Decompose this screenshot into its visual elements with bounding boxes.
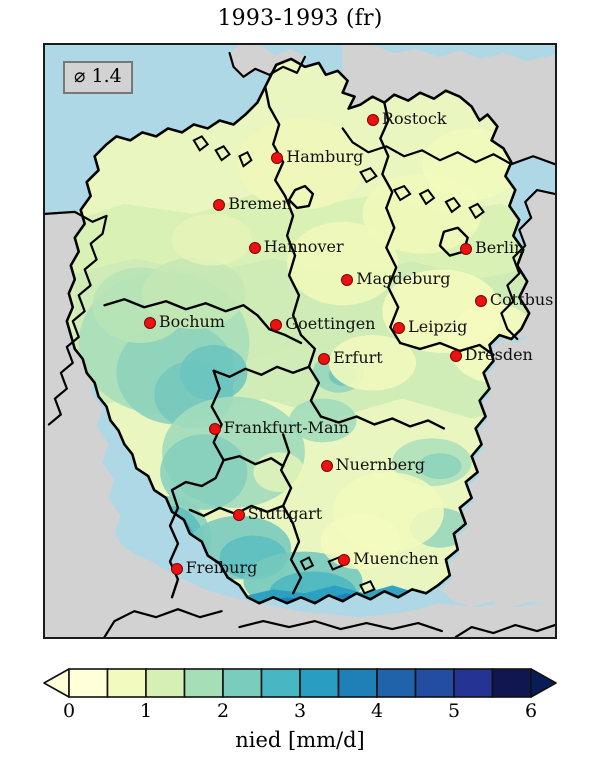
city-label: Magdeburg xyxy=(356,269,451,289)
colorbar-segment xyxy=(414,668,455,698)
colorbar-segment xyxy=(376,668,417,698)
mean-value-badge: ⌀ 1.4 xyxy=(63,61,133,94)
city-label: Hannover xyxy=(263,237,344,257)
city-label: Dresden xyxy=(464,345,533,365)
colorbar-over-arrow xyxy=(530,668,557,698)
city-dot-icon xyxy=(459,242,472,255)
colorbar-segment xyxy=(491,668,532,698)
city-dot-icon xyxy=(213,199,226,212)
colorbar-tick-label: 0 xyxy=(62,700,76,722)
colorbar-segment xyxy=(222,668,263,698)
colorbar xyxy=(43,668,557,698)
colorbar-tick-label: 2 xyxy=(216,700,230,722)
foreign-land-southeast xyxy=(439,323,555,608)
city-dot-icon xyxy=(270,318,283,331)
city-label: Cottbus xyxy=(489,289,554,309)
city-label: Stuttgart xyxy=(247,504,323,524)
city-label: Nuernberg xyxy=(335,455,425,475)
city-dot-icon xyxy=(143,317,156,330)
city-dot-icon xyxy=(366,113,379,126)
colorbar-segment xyxy=(299,668,340,698)
foreign-land-denmark xyxy=(229,45,305,77)
city-dot-icon xyxy=(449,350,462,363)
city-dot-icon xyxy=(170,563,183,576)
city-label: Freiburg xyxy=(185,558,258,578)
city-dot-icon xyxy=(341,274,354,287)
city-dot-icon xyxy=(208,423,221,436)
city-dot-icon xyxy=(318,353,331,366)
city-dot-icon xyxy=(320,460,333,473)
colorbar-segment xyxy=(68,668,109,698)
colorbar-tick-label: 4 xyxy=(370,700,384,722)
colorbar-segment xyxy=(453,668,494,698)
colorbar-tick-labels: 0 1 2 3 4 5 6 xyxy=(43,700,557,726)
city-label: Rostock xyxy=(381,108,447,128)
city-dot-icon xyxy=(271,151,284,164)
map-canvas xyxy=(45,45,555,637)
city-dot-icon xyxy=(393,321,406,334)
colorbar-axis-label: nied [mm/d] xyxy=(235,728,365,752)
city-dot-icon xyxy=(232,509,245,522)
colorbar-tick-label: 3 xyxy=(293,700,307,722)
national-border xyxy=(65,57,531,605)
city-label: Bremen xyxy=(228,194,293,214)
colorbar-tick-label: 5 xyxy=(447,700,461,722)
page-title: 1993-1993 (fr) xyxy=(217,6,383,31)
city-label: Goettingen xyxy=(285,313,376,333)
precipitation-map: ⌀ 1.4 Rostock Hamburg Bremen Hannover Berlin… xyxy=(43,43,557,639)
colorbar-tick-label: 1 xyxy=(139,700,153,722)
city-dot-icon xyxy=(248,242,261,255)
colorbar-segment xyxy=(145,668,186,698)
colorbar-tick-label: 6 xyxy=(524,700,538,722)
colorbar-segments xyxy=(43,668,557,698)
city-label: Erfurt xyxy=(333,348,383,368)
colorbar-svg xyxy=(43,668,557,698)
colorbar-segment xyxy=(183,668,224,698)
city-label: Hamburg xyxy=(286,146,364,166)
colorbar-segment xyxy=(106,668,147,698)
colorbar-segment xyxy=(260,668,301,698)
colorbar-under-arrow xyxy=(43,668,70,698)
city-dot-icon xyxy=(338,553,351,566)
city-label: Muenchen xyxy=(353,548,439,568)
city-label: Leipzig xyxy=(408,316,468,336)
colorbar-segment xyxy=(337,668,378,698)
city-label: Berlin xyxy=(474,237,525,257)
city-dot-icon xyxy=(474,294,487,307)
city-label: Bochum xyxy=(158,312,225,332)
foreign-coastline xyxy=(45,51,555,637)
city-label: Frankfurt-Main xyxy=(223,418,349,438)
